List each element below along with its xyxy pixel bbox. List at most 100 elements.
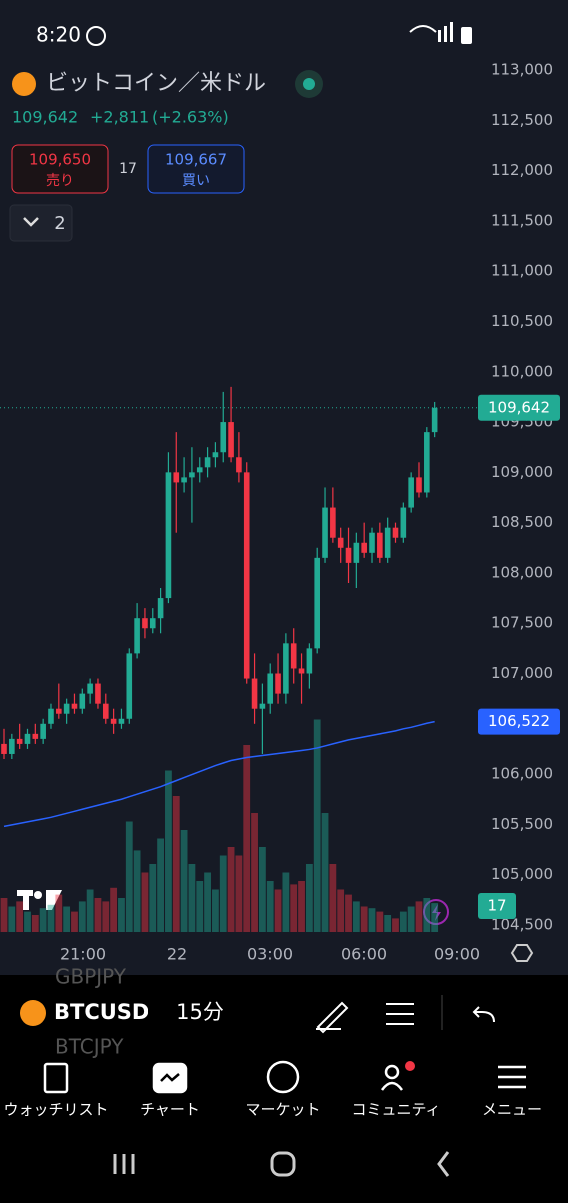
candle-body <box>1 743 7 754</box>
ghost-symbol: GBPJPY <box>55 965 127 989</box>
nav-label: ウォッチリスト <box>3 1101 108 1119</box>
y-tick-label: 107,000 <box>491 664 553 682</box>
nav-label: チャート <box>140 1101 200 1119</box>
price-change: +2,811 <box>90 108 149 127</box>
candle-body <box>173 472 180 483</box>
settings-icon[interactable] <box>510 944 534 962</box>
settings-sliders[interactable] <box>386 1003 414 1025</box>
volume-bar <box>376 911 384 932</box>
candle-body <box>134 618 140 654</box>
candle-body <box>87 683 93 694</box>
volume-bar <box>188 864 196 932</box>
y-tick-label: 106,000 <box>491 765 553 783</box>
y-tick-label: 113,000 <box>491 61 553 79</box>
volume-bar <box>235 855 243 932</box>
volume-bar <box>118 898 125 932</box>
candle-body <box>24 733 31 744</box>
volume-bar <box>282 872 290 932</box>
volume-bar <box>212 889 219 932</box>
tv-logo <box>17 890 62 910</box>
volume-bar <box>345 894 352 932</box>
draw-tool[interactable] <box>316 1001 349 1034</box>
candle-body <box>95 683 101 704</box>
volume-bar <box>39 908 47 932</box>
candle-body <box>79 693 86 709</box>
candle-body <box>384 527 391 558</box>
buy-button[interactable] <box>147 144 245 194</box>
last-price-tag <box>478 394 560 421</box>
candle-body <box>353 542 360 563</box>
candle-body <box>71 703 78 709</box>
buy-label: 買い <box>182 173 210 189</box>
volume-bar <box>243 745 251 932</box>
last-price-tag-label: 109,642 <box>488 398 550 416</box>
sell-label: 売り <box>46 173 74 189</box>
volume-bar <box>290 884 298 932</box>
volume-bar <box>352 901 360 932</box>
volume-bar <box>16 901 24 932</box>
candle-body <box>40 723 46 739</box>
candle-body <box>361 542 367 553</box>
volume-bar <box>227 847 235 932</box>
candle-body <box>236 457 242 473</box>
volume-bar <box>251 813 258 932</box>
system-nav <box>113 1151 450 1177</box>
volume-bar <box>8 906 16 932</box>
volume-bar <box>31 915 39 932</box>
candle-body <box>212 452 219 458</box>
candle-body <box>337 537 344 548</box>
buy-price: 109,667 <box>165 151 227 169</box>
volume-bar <box>86 889 94 932</box>
ghost-symbol: BTCJPY <box>55 1035 124 1059</box>
candle-body <box>283 643 289 694</box>
app-icon <box>86 26 106 46</box>
volume-bar <box>305 864 313 932</box>
volume-bar <box>313 719 321 932</box>
undo[interactable] <box>472 1006 495 1023</box>
volume-bar <box>110 887 118 932</box>
volume-bar <box>0 898 8 932</box>
candle-body <box>416 477 422 493</box>
candle-body <box>126 653 133 719</box>
candle-body <box>400 507 407 538</box>
candle-body <box>259 703 266 709</box>
volume-bar <box>125 821 133 932</box>
volume-bar <box>196 881 204 932</box>
symbol: BTCUSD <box>54 1000 149 1024</box>
y-tick-label: 111,000 <box>491 262 553 280</box>
volume-bar <box>258 847 266 932</box>
candle-body <box>298 668 305 674</box>
symbol-icon <box>20 1000 46 1026</box>
sell-button[interactable] <box>11 144 109 194</box>
nav-label: メニュー <box>482 1101 542 1119</box>
x-tick-label: 09:00 <box>434 945 480 964</box>
candle-body <box>392 527 399 538</box>
clock: 8:20 <box>36 23 81 47</box>
candle-body <box>431 407 438 433</box>
candle-body <box>48 708 54 724</box>
lightning-button[interactable] <box>423 899 449 925</box>
indicator-toggle[interactable] <box>9 204 73 242</box>
candle-body <box>16 738 23 744</box>
candle-body <box>165 472 172 599</box>
candle-body <box>408 477 414 508</box>
y-tick-label: 111,500 <box>491 211 553 229</box>
volume-bar <box>47 904 55 932</box>
candle-body <box>322 507 328 558</box>
y-tick-label: 105,500 <box>491 815 553 833</box>
volume-bar <box>298 881 305 932</box>
volume-bar <box>407 906 415 932</box>
candle-body <box>56 708 62 714</box>
y-tick-label: 112,000 <box>491 161 553 179</box>
y-tick-label: 109,000 <box>491 463 553 481</box>
volume-bar <box>415 901 423 932</box>
candle-body <box>314 557 320 649</box>
volume-tag-label: 17 <box>487 897 506 915</box>
volume-bar <box>157 838 164 932</box>
last-price: 109,642 <box>12 108 78 127</box>
candle-body <box>149 618 156 629</box>
candle-body <box>377 532 383 558</box>
volume-bar <box>63 906 71 932</box>
